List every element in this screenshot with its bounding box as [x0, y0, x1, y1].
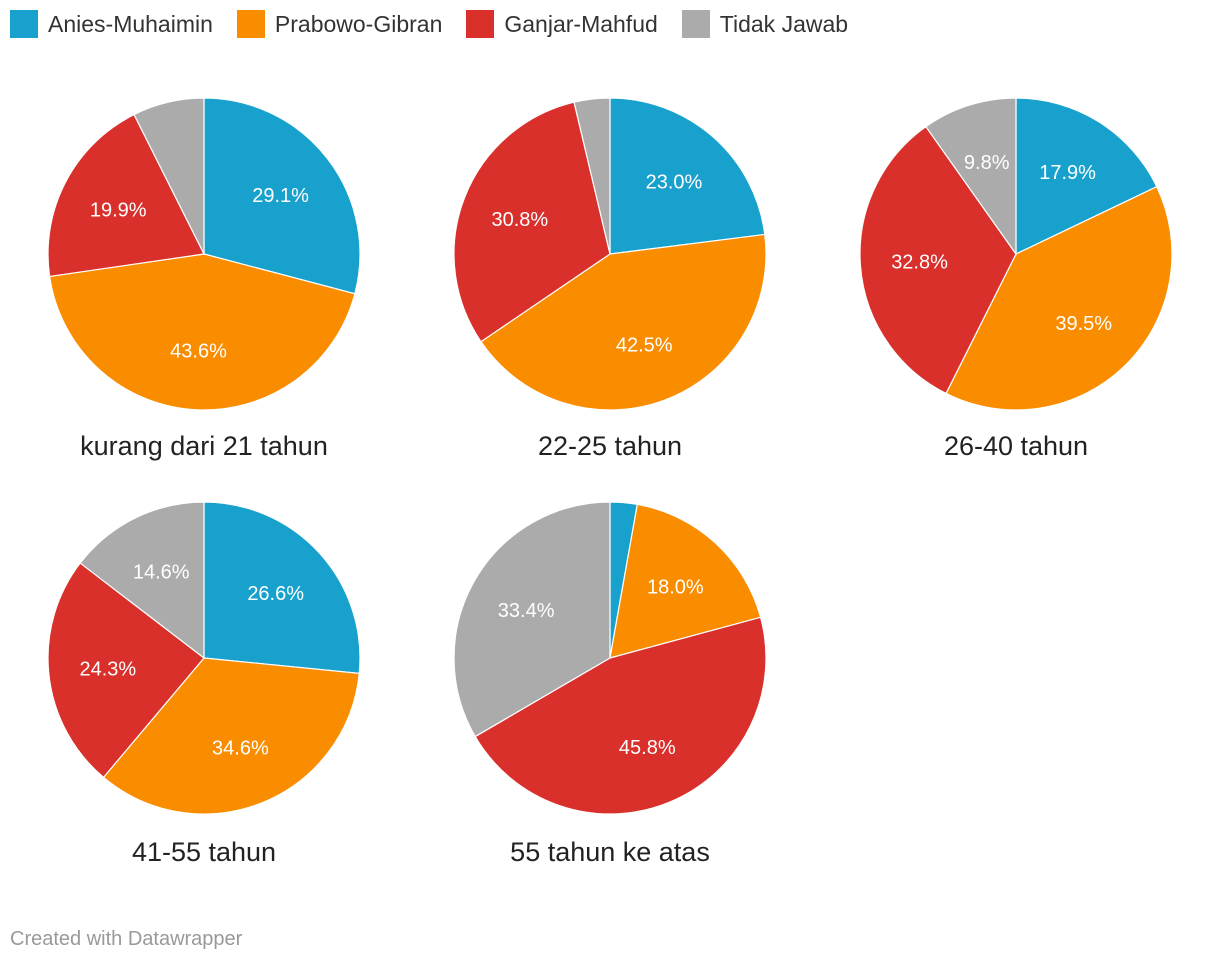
pie-title: 41-55 tahun	[132, 837, 276, 867]
slice-label: 42.5%	[616, 334, 673, 356]
pie-slice	[945, 185, 1173, 411]
pie-chart: 26.6% 34.6% 24.3% 14.6% 41-55 tahun	[47, 501, 361, 867]
legend-label: Prabowo-Gibran	[274, 10, 443, 37]
legend: Anies-Muhaimin Prabowo-Gibran Ganjar-Mahfu…	[10, 8, 872, 40]
slice-label: 24.3%	[79, 658, 136, 680]
legend-label: Anies-Muhaimin	[48, 10, 213, 37]
pie-slice	[102, 657, 360, 815]
legend-label: Tidak Jawab	[719, 10, 849, 37]
legend-item: Ganjar-Mahfud	[466, 10, 658, 38]
pie-slice	[859, 125, 1017, 395]
pie-slice	[203, 501, 361, 675]
legend-label: Ganjar-Mahfud	[504, 10, 658, 37]
slice-label: 45.8%	[619, 737, 676, 759]
pie-slice	[609, 503, 762, 659]
legend-item: Tidak Jawab	[681, 10, 849, 38]
pie-chart: 23.0% 42.5% 30.8% 22-25 tahun	[453, 97, 767, 461]
pie-slice	[474, 616, 767, 815]
pie-slice	[48, 253, 356, 411]
pie-slice	[1015, 97, 1158, 255]
legend-item: Prabowo-Gibran	[236, 10, 443, 38]
legend-swatch	[466, 10, 495, 38]
datawrapper-credit: Created with Datawrapper	[10, 928, 243, 950]
pie-chart: 17.9% 39.5% 32.8% 9.8% 26-40 tahun	[859, 97, 1173, 461]
pie-title: kurang dari 21 tahun	[80, 431, 328, 461]
pie-slice	[453, 501, 611, 738]
slice-label: 18.0%	[647, 577, 704, 599]
pie-slice	[453, 101, 611, 343]
pie-title: 26-40 tahun	[944, 431, 1088, 461]
pie-slice	[480, 233, 767, 411]
slice-label: 33.4%	[498, 600, 555, 622]
pie-slice	[573, 97, 611, 255]
pie-chart: 18.0% 45.8% 33.4% 55 tahun ke atas	[453, 501, 767, 867]
slice-label: 9.8%	[964, 152, 1010, 174]
legend-swatch	[681, 10, 710, 38]
pie-slice	[79, 501, 205, 660]
legend-item: Anies-Muhaimin	[10, 10, 213, 38]
slice-label: 32.8%	[891, 251, 948, 273]
slice-label: 34.6%	[212, 738, 269, 760]
slice-label: 30.8%	[491, 209, 548, 231]
pie-title: 22-25 tahun	[538, 431, 682, 461]
pie-slice	[925, 97, 1017, 256]
pie-title: 55 tahun ke atas	[510, 837, 710, 867]
pie-slice	[47, 113, 205, 278]
slice-label: 17.9%	[1039, 162, 1096, 184]
legend-swatch	[236, 10, 265, 38]
legend-swatch	[10, 10, 38, 38]
pie-slice	[203, 97, 361, 295]
slice-label: 19.9%	[90, 199, 147, 221]
slice-label: 26.6%	[247, 583, 304, 605]
pie-slice	[609, 97, 766, 255]
pie-chart: 29.1% 43.6% 19.9% kurang dari 21 tahun	[47, 97, 361, 461]
slice-label: 23.0%	[646, 171, 703, 193]
slice-label: 39.5%	[1055, 313, 1112, 335]
slice-label: 43.6%	[170, 341, 227, 363]
pie-slice	[133, 97, 205, 255]
pie-slice	[47, 562, 205, 779]
slice-label: 14.6%	[133, 561, 190, 583]
slice-label: 29.1%	[252, 185, 309, 207]
